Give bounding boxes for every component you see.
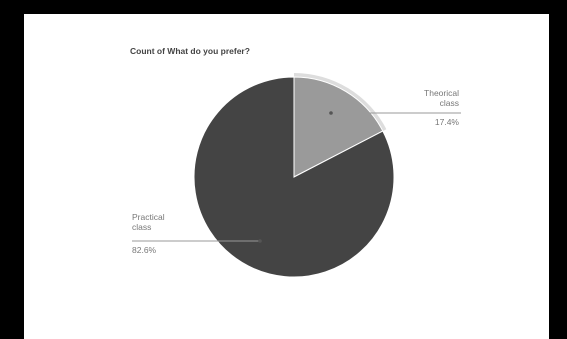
pie-slice-practical-class[interactable] xyxy=(193,76,395,278)
pie-chart: Count of What do you prefer? Theoricalcl… xyxy=(130,46,461,278)
chart-title: Count of What do you prefer? xyxy=(130,46,250,56)
chart-card: Count of What do you prefer? Theorical cl… xyxy=(24,14,549,339)
pie-slices xyxy=(193,73,395,278)
slice-label-text: class xyxy=(440,98,459,108)
label-leader-dot xyxy=(329,111,333,115)
slice-percent-label: 82.6% xyxy=(132,245,157,255)
slice-label-text: class xyxy=(132,222,151,232)
slice-label-text: Theorical xyxy=(424,88,459,98)
label-leader-dot xyxy=(258,239,262,243)
pie-slice-theorical-class[interactable] xyxy=(293,76,384,178)
slice-label-text: Practical xyxy=(132,212,165,222)
slice-percent-label: 17.4% xyxy=(435,117,460,127)
